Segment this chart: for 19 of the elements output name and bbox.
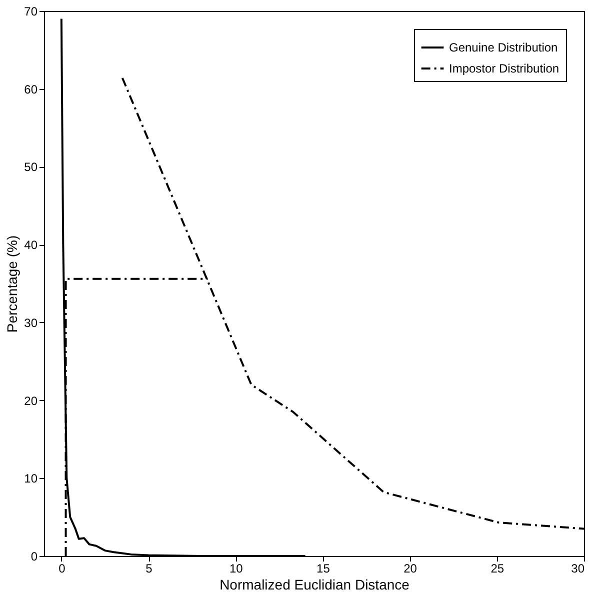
y-axis-title: Percentage (%)	[4, 235, 20, 333]
legend-label: Genuine Distribution	[449, 40, 558, 54]
x-tick-label: 0	[58, 562, 66, 576]
x-tick-label: 15	[316, 562, 330, 576]
x-tick-label: 5	[146, 562, 153, 576]
x-axis-title: Normalized Euclidian Distance	[220, 576, 410, 592]
y-tick-label: 50	[24, 160, 38, 174]
y-tick-label: 30	[24, 316, 38, 330]
x-tick-label: 20	[404, 562, 418, 576]
y-tick-label: 10	[24, 472, 38, 486]
x-tick-label: 30	[571, 562, 585, 576]
y-tick-label: 0	[30, 550, 38, 564]
x-tick-label: 25	[490, 562, 504, 576]
y-tick-label: 70	[24, 4, 38, 18]
x-tick-label: 10	[229, 562, 244, 576]
y-tick-label: 40	[24, 238, 38, 252]
legend-label: Impostor Distribution	[449, 62, 560, 76]
y-tick-label: 60	[24, 82, 38, 96]
y-tick-label: 20	[24, 394, 38, 408]
